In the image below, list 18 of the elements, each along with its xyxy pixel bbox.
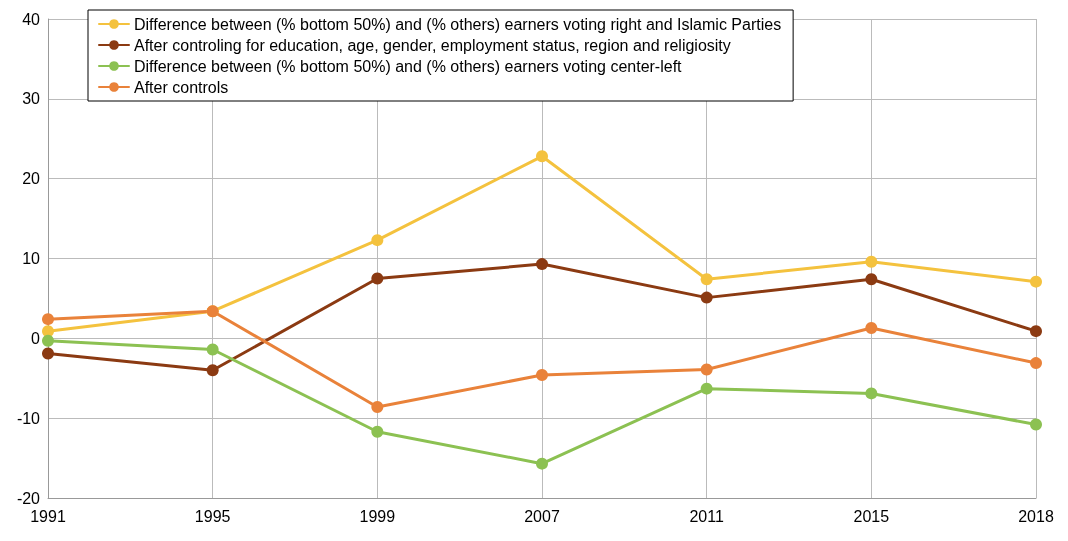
y-tick-label: 20 <box>22 170 41 188</box>
y-tick-label: 0 <box>31 329 41 347</box>
x-tick-label: 1991 <box>30 507 66 525</box>
x-tick-label: 2011 <box>689 507 724 525</box>
legend-label: Difference between (% bottom 50%) and (% others) earners voting right and Islamic Parties <box>134 15 782 33</box>
legend-label: After controling for education, age, gender, employment status, region and religiosity <box>134 36 731 54</box>
x-tick-label: 1995 <box>194 507 231 525</box>
legend-label: Difference between (% bottom 50%) and (% others) earners voting center-left <box>134 57 683 75</box>
y-tick-label: 30 <box>22 90 41 108</box>
y-tick-label: -10 <box>16 409 41 427</box>
x-tick-label: 2015 <box>853 507 890 525</box>
y-tick-label: 40 <box>22 10 41 28</box>
x-tick-label: 1999 <box>359 507 396 525</box>
y-tick-label: -20 <box>16 489 41 507</box>
x-tick-label: 2007 <box>524 507 560 525</box>
x-tick-label: 2018 <box>1018 507 1054 525</box>
legend-label: After controls <box>134 78 229 96</box>
y-tick-label: 10 <box>22 250 41 267</box>
